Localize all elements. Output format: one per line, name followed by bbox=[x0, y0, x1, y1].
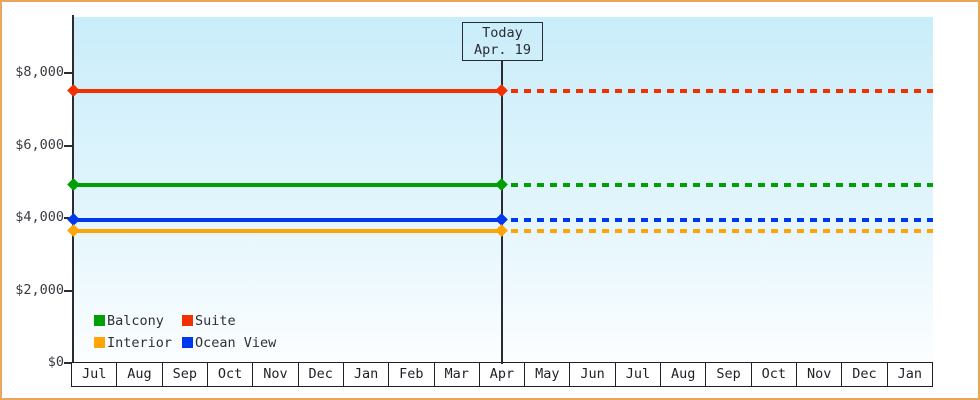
today-vertical-line bbox=[501, 61, 503, 364]
month-cell: Apr bbox=[480, 363, 526, 386]
today-label: Today bbox=[482, 25, 523, 41]
legend-label: Balcony bbox=[107, 312, 164, 329]
y-tick-mark bbox=[64, 362, 72, 364]
month-cell: Nov bbox=[253, 363, 299, 386]
month-cell: Jul bbox=[616, 363, 662, 386]
month-cell: Nov bbox=[797, 363, 843, 386]
series-line-dotted-interior bbox=[511, 228, 933, 233]
y-tick-label: $0 bbox=[47, 354, 64, 370]
series-line-dotted-balcony bbox=[511, 183, 933, 188]
series-line-solid-balcony bbox=[74, 183, 502, 188]
legend-item: Ocean View bbox=[182, 332, 276, 353]
month-cell: Dec bbox=[299, 363, 344, 386]
y-tick-mark bbox=[64, 289, 72, 292]
legend-item: Interior bbox=[94, 332, 182, 353]
legend-swatch-icon bbox=[182, 337, 193, 348]
series-line-solid-interior bbox=[74, 228, 502, 233]
month-cell: Aug bbox=[661, 363, 707, 386]
series-line-dotted-suite bbox=[511, 89, 933, 94]
chart-legend: Balcony Suite Interior Ocean View bbox=[94, 310, 276, 353]
y-tick-mark bbox=[64, 144, 72, 147]
month-cell: Aug bbox=[117, 363, 163, 386]
y-tick-label: $2,000 bbox=[15, 281, 64, 298]
month-cell: Oct bbox=[752, 363, 797, 386]
month-cell: May bbox=[525, 363, 571, 386]
month-cell: Feb bbox=[389, 363, 435, 386]
y-tick-label: $4,000 bbox=[15, 209, 64, 225]
month-cell: Mar bbox=[435, 363, 480, 386]
legend-label: Interior bbox=[107, 334, 173, 351]
month-cell: Dec bbox=[842, 363, 888, 386]
month-cell: Jan bbox=[897, 366, 922, 382]
series-line-solid-ocean-view bbox=[74, 217, 502, 222]
month-cell: Oct bbox=[208, 363, 254, 386]
today-date: Apr. 19 bbox=[474, 42, 531, 58]
legend-label: Ocean View bbox=[195, 334, 277, 351]
month-cell: Jan bbox=[344, 363, 390, 386]
y-tick-mark bbox=[64, 72, 72, 74]
legend-swatch-icon bbox=[182, 315, 193, 326]
month-cell: Jul bbox=[72, 363, 118, 386]
plot-area-background bbox=[74, 17, 933, 363]
x-axis-month-row: Jul Aug Sep Oct Nov Dec Jan Feb Mar Apr May Jun Jul A… bbox=[71, 362, 933, 387]
month-cell: Jun bbox=[570, 363, 616, 386]
legend-swatch-icon bbox=[94, 315, 105, 326]
today-annotation-box: Today Apr. 19 bbox=[462, 22, 543, 61]
y-tick-label: $8,000 bbox=[15, 64, 64, 80]
legend-item: Suite bbox=[182, 310, 276, 331]
month-cell: Sep bbox=[163, 363, 208, 386]
legend-label: Suite bbox=[195, 312, 236, 329]
series-line-solid-suite bbox=[74, 89, 502, 94]
legend-swatch-icon bbox=[94, 337, 105, 348]
y-tick-label: $6,000 bbox=[15, 136, 64, 153]
series-line-dotted-ocean-view bbox=[511, 217, 933, 222]
legend-item: Balcony bbox=[94, 310, 182, 331]
month-cell: Sep bbox=[706, 363, 752, 386]
